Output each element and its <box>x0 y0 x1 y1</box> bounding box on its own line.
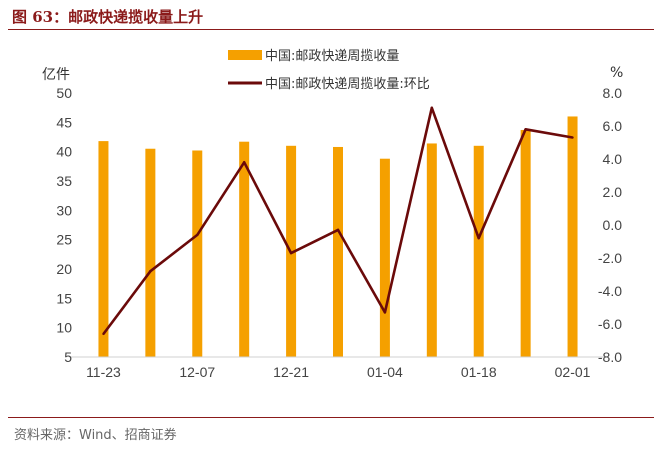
right-tick-label: -2.0 <box>598 250 622 266</box>
source-note: 资料来源：Wind、招商证券 <box>14 428 177 443</box>
bar <box>145 148 156 357</box>
left-tick-label: 20 <box>56 261 72 277</box>
right-tick-label: -4.0 <box>598 283 622 299</box>
line-point <box>571 136 574 139</box>
left-tick-label: 50 <box>56 85 72 101</box>
bar <box>333 146 343 357</box>
bar <box>520 129 531 357</box>
line-point <box>149 270 152 273</box>
bar <box>379 158 390 357</box>
right-tick-label: 2.0 <box>603 184 623 200</box>
line-point <box>196 233 199 237</box>
line-point <box>477 237 480 240</box>
title-rule <box>8 29 654 30</box>
bar-series <box>98 116 578 357</box>
legend-bar-swatch <box>228 50 262 60</box>
left-tick-label: 10 <box>56 320 72 336</box>
left-tick-label: 45 <box>56 114 72 130</box>
right-tick-label: -6.0 <box>598 316 622 332</box>
x-tick-label: 12-21 <box>273 364 309 380</box>
left-tick-label: 35 <box>56 173 72 189</box>
line-point <box>383 311 387 314</box>
left-tick-label: 5 <box>64 349 72 365</box>
right-axis-unit: % <box>610 65 623 81</box>
bar <box>567 116 578 357</box>
line-series <box>102 106 574 336</box>
bar <box>239 141 250 357</box>
x-tick-label: 01-18 <box>461 364 497 380</box>
left-tick-label: 25 <box>56 232 72 248</box>
right-tick-label: 0.0 <box>603 217 623 233</box>
left-tick-label: 15 <box>56 290 72 306</box>
line-point <box>336 228 340 232</box>
x-tick-label: 01-04 <box>367 364 403 380</box>
legend-bar-label: 中国:邮政快递周揽收量 <box>265 48 399 64</box>
bar <box>426 143 437 357</box>
line-point <box>102 332 105 336</box>
footer-rule <box>8 417 654 418</box>
line-point <box>430 106 434 110</box>
line-point <box>242 161 246 164</box>
left-tick-label: 30 <box>56 202 72 218</box>
x-tick-label: 12-07 <box>179 364 215 380</box>
figure-title: 图 63：邮政快递揽收量上升 <box>12 8 204 26</box>
x-tick-label: 02-01 <box>555 364 591 380</box>
legend-line-label: 中国:邮政快递周揽收量:环比 <box>265 76 430 92</box>
legend: 中国:邮政快递周揽收量 中国:邮政快递周揽收量:环比 <box>228 48 430 92</box>
x-axis-ticks: 11-23 12-07 12-21 01-04 01-18 02-01 <box>86 364 591 380</box>
line-point <box>289 251 293 255</box>
bar <box>192 150 203 357</box>
x-tick-label: 11-23 <box>86 364 121 380</box>
line-point <box>524 128 527 131</box>
left-axis-ticks: 5 10 15 20 25 30 35 40 45 50 <box>56 85 72 365</box>
right-tick-label: 4.0 <box>603 151 623 167</box>
right-tick-label: 8.0 <box>603 85 623 101</box>
left-tick-label: 40 <box>56 144 72 160</box>
right-tick-label: -8.0 <box>598 349 622 365</box>
right-axis-ticks: -8.0 -6.0 -4.0 -2.0 0.0 2.0 4.0 6.0 8.0 <box>598 85 622 365</box>
bar <box>473 145 484 357</box>
right-tick-label: 6.0 <box>603 118 623 134</box>
bar <box>98 141 109 357</box>
left-axis-unit: 亿件 <box>42 67 70 83</box>
